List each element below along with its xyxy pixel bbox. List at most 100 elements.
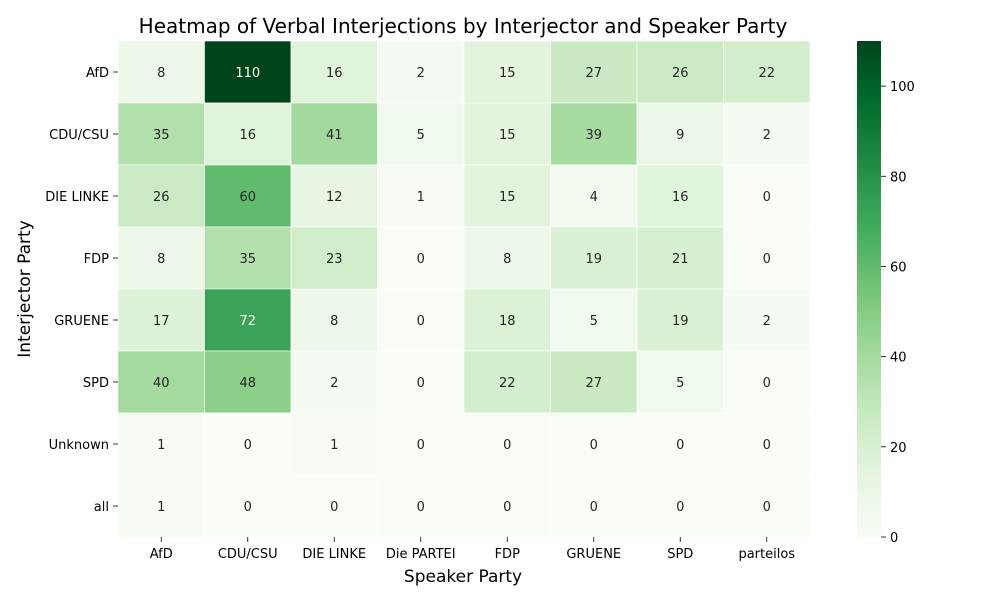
- cell-value-label: 27: [585, 66, 602, 81]
- heatmap-cell: [550, 412, 638, 476]
- cell-value-label: 0: [676, 500, 684, 515]
- heatmap-cell: [290, 474, 378, 538]
- cell-value-label: 0: [763, 190, 771, 205]
- heatmap-cell: [204, 40, 292, 104]
- cell-value-label: 0: [763, 252, 771, 267]
- heatmap-cell: [550, 474, 638, 538]
- heatmap-cell: [723, 164, 811, 228]
- cell-value-label: 41: [326, 128, 343, 143]
- cell-value-label: 48: [239, 376, 256, 391]
- heatmap-cell: [204, 164, 292, 228]
- heatmap-cell: [290, 40, 378, 104]
- cell-value-label: 2: [763, 314, 771, 329]
- colorbar-tick-label: 20: [890, 441, 907, 456]
- heatmap-cell: [117, 226, 205, 290]
- cell-value-label: 1: [330, 438, 338, 453]
- cell-value-label: 18: [499, 314, 516, 329]
- heatmap-cell: [290, 226, 378, 290]
- colorbar-gradient: [857, 41, 881, 537]
- cell-value-label: 0: [503, 500, 511, 515]
- cell-value-label: 0: [417, 500, 425, 515]
- cell-value-label: 26: [672, 66, 689, 81]
- x-axis-label: Speaker Party: [404, 567, 522, 587]
- cell-value-label: 72: [239, 314, 256, 329]
- colorbar-tick-label: 100: [890, 80, 915, 95]
- cell-value-label: 2: [330, 376, 338, 391]
- colorbar-tick-label: 40: [890, 351, 907, 366]
- cell-value-label: 0: [503, 438, 511, 453]
- heatmap-cell: [636, 102, 724, 166]
- heatmap-cell: [377, 40, 465, 104]
- heatmap-cell: [377, 288, 465, 352]
- colorbar-tick-label: 80: [890, 170, 907, 185]
- cell-value-label: 5: [676, 376, 684, 391]
- cell-value-label: 40: [153, 376, 170, 391]
- heatmap-cell: [636, 164, 724, 228]
- heatmap-cell: [463, 350, 551, 414]
- cell-value-label: 22: [758, 66, 775, 81]
- cell-value-label: 15: [499, 128, 516, 143]
- y-tick-label: Unknown: [49, 438, 109, 453]
- heatmap-cell: [723, 474, 811, 538]
- heatmap-cell: [723, 288, 811, 352]
- colorbar-tick-label: 0: [890, 531, 898, 546]
- cell-value-label: 1: [157, 438, 165, 453]
- cell-value-label: 0: [417, 314, 425, 329]
- heatmap-cell: [550, 288, 638, 352]
- cell-value-label: 16: [239, 128, 256, 143]
- cell-value-label: 0: [417, 252, 425, 267]
- x-tick-label: CDU/CSU: [218, 547, 278, 562]
- cell-value-label: 35: [239, 252, 256, 267]
- cell-value-label: 0: [590, 500, 598, 515]
- cell-value-label: 16: [672, 190, 689, 205]
- colorbar: 0 20 40 60 80 100: [857, 41, 915, 546]
- heatmap-cell: [463, 226, 551, 290]
- heatmap-cell: [550, 350, 638, 414]
- y-tick-label: CDU/CSU: [49, 128, 109, 143]
- heatmap-cell: [204, 350, 292, 414]
- heatmap-cell: [636, 288, 724, 352]
- cell-value-label: 39: [585, 128, 602, 143]
- x-axis-ticks: AfD CDU/CSU DIE LINKE Die PARTEI FDP GRUENE SP…: [150, 537, 795, 562]
- y-tick-label: AfD: [86, 66, 109, 81]
- cell-value-label: 19: [585, 252, 602, 267]
- y-tick-label: SPD: [83, 376, 109, 391]
- heatmap-cell: [290, 412, 378, 476]
- x-tick-label: Die PARTEI: [386, 547, 456, 562]
- cell-value-label: 0: [763, 438, 771, 453]
- cell-value-label: 60: [239, 190, 256, 205]
- cell-value-label: 27: [585, 376, 602, 391]
- heatmap-cell: [463, 40, 551, 104]
- cell-value-label: 5: [590, 314, 598, 329]
- cell-value-label: 9: [676, 128, 684, 143]
- cell-value-label: 19: [672, 314, 689, 329]
- heatmap-cell: [377, 102, 465, 166]
- x-tick-label: parteilos: [738, 547, 795, 562]
- heatmap-cell: [723, 350, 811, 414]
- heatmap-cell: [723, 412, 811, 476]
- heatmap-cell: [204, 102, 292, 166]
- cell-value-label: 0: [763, 500, 771, 515]
- cell-value-label: 21: [672, 252, 689, 267]
- y-tick-label: GRUENE: [54, 314, 109, 329]
- cell-value-label: 0: [590, 438, 598, 453]
- cell-value-label: 110: [235, 66, 260, 81]
- heatmap-cell: [636, 412, 724, 476]
- cell-value-label: 8: [503, 252, 511, 267]
- cell-value-label: 12: [326, 190, 343, 205]
- cell-value-label: 2: [417, 66, 425, 81]
- heatmap-cell: [550, 102, 638, 166]
- cell-value-label: 0: [244, 500, 252, 515]
- heatmap-cell: [290, 288, 378, 352]
- heatmap-cell: [463, 288, 551, 352]
- cell-value-label: 8: [157, 66, 165, 81]
- cell-value-label: 0: [330, 500, 338, 515]
- heatmap-cell: [723, 40, 811, 104]
- heatmap-cell: [204, 412, 292, 476]
- cell-value-label: 0: [417, 376, 425, 391]
- cell-value-label: 16: [326, 66, 343, 81]
- heatmap-cell: [463, 474, 551, 538]
- cell-value-label: 26: [153, 190, 170, 205]
